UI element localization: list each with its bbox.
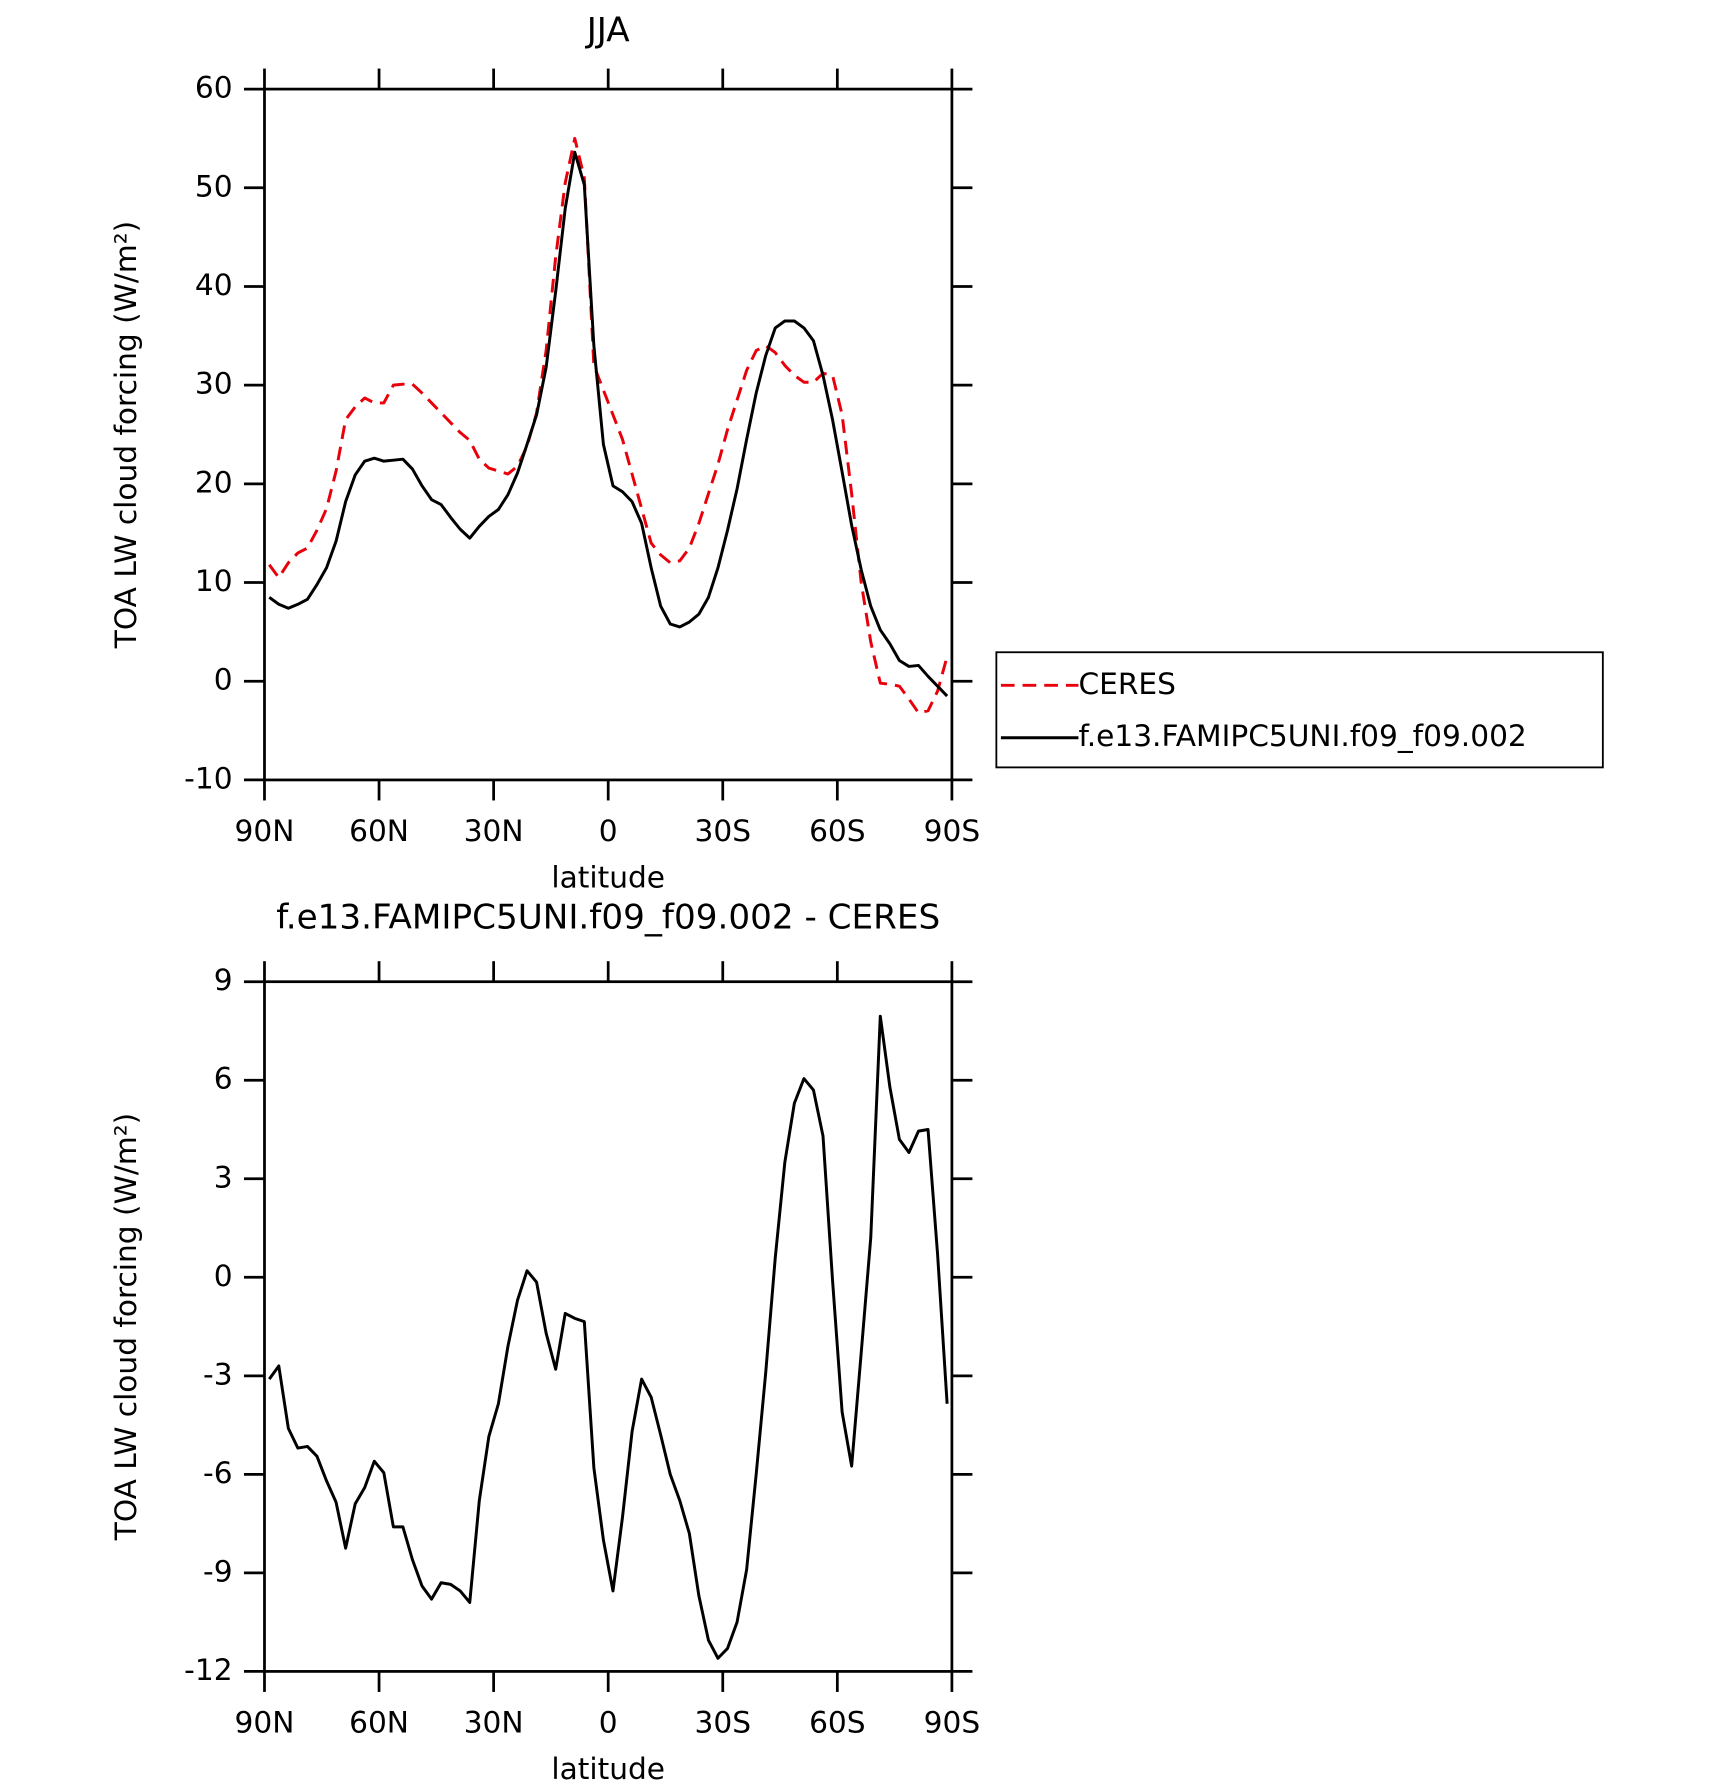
y-tick-label: -3 [203, 1356, 233, 1391]
x-tick-label: 30N [464, 813, 524, 848]
y-tick-label: -12 [184, 1652, 232, 1687]
y-tick-label: 0 [214, 1258, 233, 1293]
x-tick-label: 0 [599, 813, 618, 848]
y-tick-label: 50 [195, 168, 233, 203]
x-tick-label: 0 [599, 1704, 618, 1739]
x-tick-label: 30S [695, 1704, 752, 1739]
legend-label: CERES [1078, 666, 1176, 701]
y-tick-label: 3 [214, 1159, 233, 1194]
legend-box [995, 651, 1604, 769]
y-tick-label: 0 [214, 662, 233, 697]
data-line [268, 1014, 949, 1660]
x-tick-label: 30N [464, 1704, 524, 1739]
x-tick-label: 60N [349, 813, 409, 848]
x-tick-label: 60N [349, 1704, 409, 1739]
y-tick-label: 6 [214, 1061, 233, 1096]
data-line [268, 150, 949, 698]
x-axis-label: latitude [551, 1751, 665, 1786]
y-tick-label: 20 [195, 464, 233, 499]
x-tick-label: 60S [809, 1704, 866, 1739]
plot-frame [263, 980, 954, 1673]
x-tick-label: 60S [809, 813, 866, 848]
y-axis-label: TOA LW cloud forcing (W/m²) [108, 1113, 143, 1541]
x-tick-label: 30S [695, 813, 752, 848]
x-tick-label: 90N [235, 813, 295, 848]
y-tick-label: 9 [214, 962, 233, 997]
x-axis-label: latitude [551, 860, 665, 895]
y-tick-label: -9 [203, 1553, 233, 1588]
y-tick-label: 30 [195, 366, 233, 401]
y-axis-label: TOA LW cloud forcing (W/m²) [108, 221, 143, 649]
x-tick-label: 90N [235, 1704, 295, 1739]
y-tick-label: -10 [184, 760, 232, 795]
chart-title: JJA [585, 11, 631, 51]
y-tick-label: 40 [195, 267, 233, 302]
chart-title: f.e13.FAMIPC5UNI.f09_f09.002 - CERES [276, 898, 940, 938]
x-tick-label: 90S [924, 1704, 981, 1739]
y-tick-label: 10 [195, 563, 233, 598]
x-tick-label: 90S [924, 813, 981, 848]
data-line [268, 136, 949, 715]
y-tick-label: -6 [203, 1455, 233, 1490]
legend-label: f.e13.FAMIPC5UNI.f09_f09.002 [1078, 718, 1526, 753]
plot-frame [263, 87, 954, 782]
y-tick-label: 60 [195, 70, 233, 105]
